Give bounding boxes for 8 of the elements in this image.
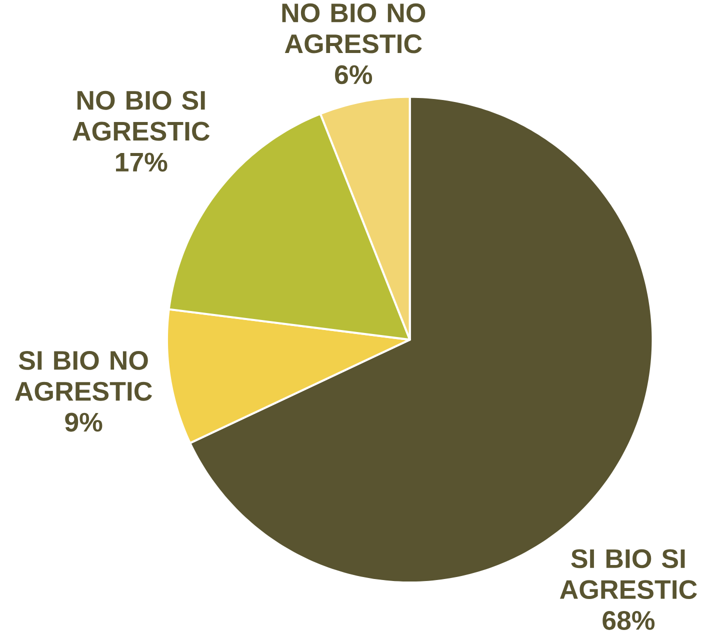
slice-label: NO BIO NO AGRESTIC bbox=[282, 3, 426, 54]
slice-label: NO BIO SI AGRESTIC bbox=[72, 90, 210, 141]
slice-label: SI BIO SI AGRESTIC bbox=[560, 549, 697, 599]
data-label: 6% bbox=[335, 65, 372, 84]
slice-label: SI BIO NO AGRESTIC bbox=[15, 350, 152, 401]
data-label: 9% bbox=[65, 412, 102, 432]
data-label: 68% bbox=[602, 610, 655, 630]
data-label: 17% bbox=[116, 152, 168, 172]
